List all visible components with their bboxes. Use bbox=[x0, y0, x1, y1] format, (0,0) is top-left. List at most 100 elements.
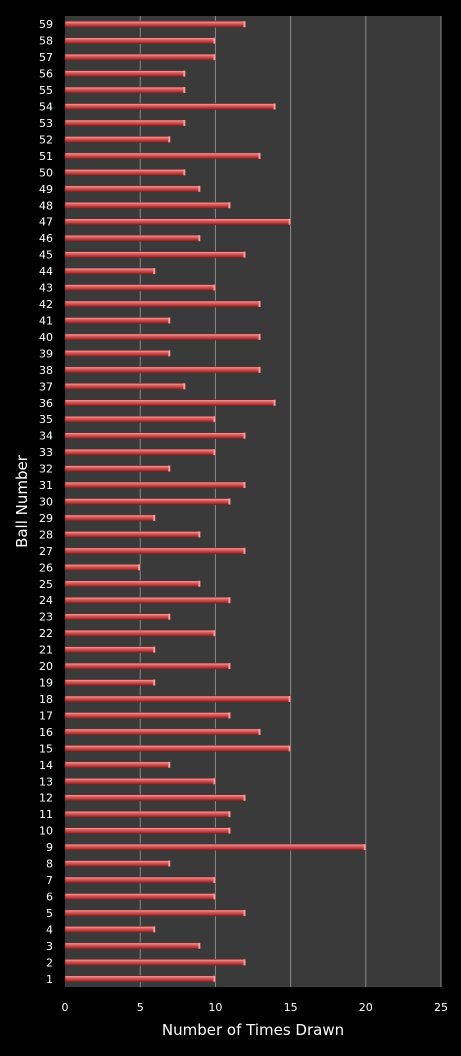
bar-ball-36 bbox=[64, 399, 276, 407]
bar-end-cap bbox=[153, 514, 156, 521]
bar-ball-42 bbox=[64, 300, 261, 308]
bar-end-cap bbox=[213, 975, 216, 982]
y-tick-label: 36 bbox=[39, 397, 53, 410]
y-tick-label: 53 bbox=[39, 117, 53, 130]
bar-ball-54 bbox=[64, 103, 276, 110]
bar-ball-40 bbox=[64, 333, 261, 341]
bar-end-cap bbox=[273, 103, 276, 110]
bar-ball-8 bbox=[64, 860, 171, 867]
bar-end-cap bbox=[243, 959, 246, 966]
bar-ball-11 bbox=[64, 810, 231, 818]
bar-end-cap bbox=[183, 119, 186, 126]
bar-end-cap bbox=[273, 399, 276, 406]
y-tick-label: 19 bbox=[39, 677, 53, 690]
bar-end-cap bbox=[168, 350, 171, 357]
bar-ball-32 bbox=[64, 465, 171, 472]
y-tick-label: 35 bbox=[39, 413, 53, 426]
bar-ball-22 bbox=[64, 629, 216, 637]
y-tick-label: 7 bbox=[46, 874, 53, 887]
bar-end-cap bbox=[168, 465, 171, 472]
bar-end-cap bbox=[168, 761, 171, 768]
x-tick-label: 0 bbox=[62, 1001, 69, 1014]
bar-end-cap bbox=[243, 909, 246, 916]
bar-end-cap bbox=[288, 695, 291, 702]
bar-ball-56 bbox=[64, 70, 186, 77]
y-tick-label: 13 bbox=[39, 775, 53, 788]
bar-ball-52 bbox=[64, 136, 171, 143]
y-tick-label: 31 bbox=[39, 479, 53, 492]
y-tick-label: 29 bbox=[39, 512, 53, 525]
bar-ball-39 bbox=[64, 350, 171, 357]
bar-end-cap bbox=[213, 54, 216, 61]
bar-ball-13 bbox=[64, 777, 216, 785]
y-tick-label: 5 bbox=[46, 907, 53, 920]
bar-ball-34 bbox=[64, 432, 246, 439]
y-tick-label: 42 bbox=[39, 298, 53, 311]
bar-end-cap bbox=[258, 333, 261, 340]
y-tick-label: 40 bbox=[39, 331, 53, 344]
y-tick-label: 46 bbox=[39, 232, 53, 245]
bar-end-cap bbox=[198, 942, 201, 949]
y-tick-label: 51 bbox=[39, 150, 53, 163]
x-tick-label: 15 bbox=[284, 1001, 298, 1014]
y-tick-label: 1 bbox=[46, 973, 53, 986]
y-tick-label: 12 bbox=[39, 792, 53, 805]
bar-end-cap bbox=[258, 152, 261, 159]
bar-ball-2 bbox=[64, 959, 246, 966]
bar-end-cap bbox=[213, 778, 216, 785]
y-tick-label: 14 bbox=[39, 759, 53, 772]
bar-ball-50 bbox=[64, 169, 186, 176]
bar-ball-49 bbox=[64, 185, 201, 193]
bar-end-cap bbox=[258, 366, 261, 373]
bar-ball-51 bbox=[64, 152, 261, 160]
x-tick-labels: 0 5 10 15 20 25 bbox=[62, 1001, 449, 1014]
y-tick-label: 49 bbox=[39, 183, 53, 196]
bar-end-cap bbox=[288, 745, 291, 752]
bar-ball-35 bbox=[64, 415, 216, 423]
bar-ball-23 bbox=[64, 613, 171, 621]
y-tick-label: 47 bbox=[39, 216, 53, 229]
bar-ball-18 bbox=[64, 695, 291, 703]
bar-end-cap bbox=[228, 202, 231, 209]
bar-ball-38 bbox=[64, 366, 261, 374]
bar-end-cap bbox=[288, 218, 291, 225]
bar-end-cap bbox=[213, 37, 216, 44]
y-tick-label: 41 bbox=[39, 314, 53, 327]
y-tick-label: 37 bbox=[39, 380, 53, 393]
y-tick-label: 11 bbox=[39, 808, 53, 821]
bar-end-cap bbox=[153, 679, 156, 686]
bar-end-cap bbox=[213, 893, 216, 900]
y-tick-label: 59 bbox=[39, 18, 53, 31]
y-tick-label: 32 bbox=[39, 463, 53, 476]
y-tick-label: 28 bbox=[39, 528, 53, 541]
y-tick-label: 30 bbox=[39, 496, 53, 509]
y-tick-label: 44 bbox=[39, 265, 53, 278]
bar-end-cap bbox=[213, 449, 216, 456]
y-tick-label: 2 bbox=[46, 956, 53, 969]
y-tick-label: 17 bbox=[39, 709, 53, 722]
y-tick-label: 43 bbox=[39, 282, 53, 295]
y-tick-label: 38 bbox=[39, 364, 53, 377]
x-tick-label: 10 bbox=[208, 1001, 222, 1014]
bar-ball-12 bbox=[64, 794, 246, 802]
bar-end-cap bbox=[183, 87, 186, 94]
bar-ball-3 bbox=[64, 942, 201, 950]
bar-ball-30 bbox=[64, 498, 231, 505]
bar-end-cap bbox=[153, 646, 156, 653]
bar-ball-25 bbox=[64, 580, 201, 588]
y-tick-label: 8 bbox=[46, 858, 53, 871]
bar-end-cap bbox=[228, 712, 231, 719]
bar-ball-10 bbox=[64, 827, 231, 834]
bar-ball-57 bbox=[64, 53, 216, 61]
bar-end-cap bbox=[213, 284, 216, 291]
y-tick-label: 3 bbox=[46, 940, 53, 953]
y-tick-label: 48 bbox=[39, 199, 53, 212]
bar-ball-55 bbox=[64, 86, 186, 94]
bar-end-cap bbox=[198, 580, 201, 587]
bar-end-cap bbox=[198, 185, 201, 192]
bar-end-cap bbox=[138, 564, 141, 571]
bar-end-cap bbox=[168, 860, 171, 867]
bar-end-cap bbox=[228, 811, 231, 818]
y-tick-label: 4 bbox=[46, 923, 53, 936]
